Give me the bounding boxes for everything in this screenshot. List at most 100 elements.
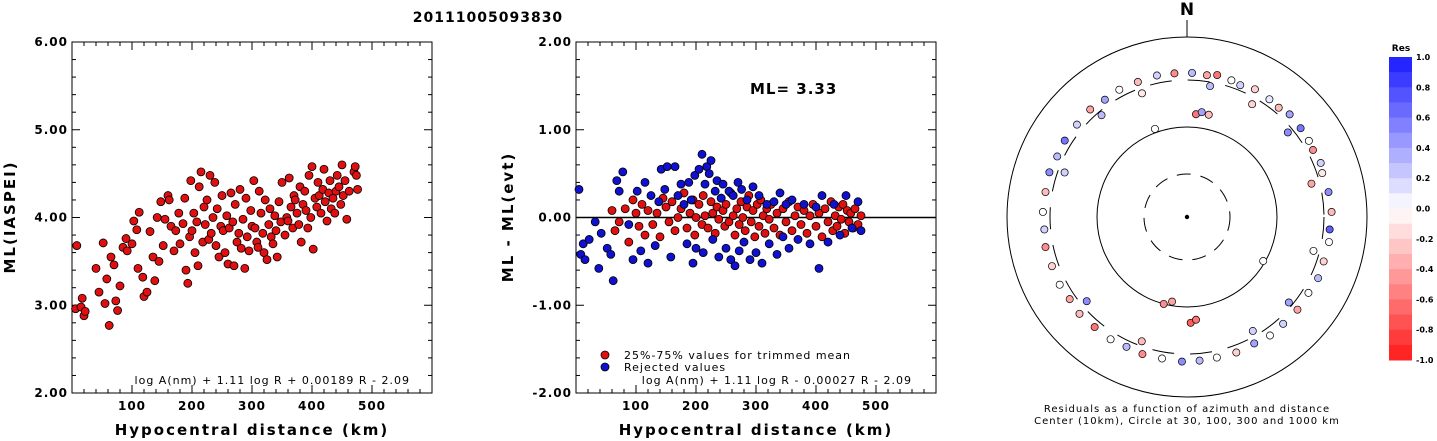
data-point <box>249 176 259 186</box>
data-point <box>732 204 742 214</box>
station-point <box>1138 89 1146 98</box>
data-point <box>636 246 646 256</box>
y-tick-label: 5.00 <box>34 123 68 137</box>
station-point <box>1279 319 1288 328</box>
data-point <box>164 195 174 205</box>
data-point <box>574 185 584 194</box>
data-point <box>704 169 714 179</box>
data-point <box>673 191 683 200</box>
station-point <box>1232 348 1241 357</box>
data-point <box>187 226 197 236</box>
data-point <box>640 177 650 187</box>
data-point <box>660 185 670 194</box>
data-point <box>811 202 821 212</box>
data-point <box>688 258 698 268</box>
data-point <box>253 242 263 252</box>
data-point <box>156 197 166 207</box>
data-point <box>820 204 830 214</box>
station-point <box>1048 262 1056 271</box>
data-point <box>134 207 144 217</box>
data-point <box>186 176 196 186</box>
data-point <box>158 241 168 250</box>
data-point <box>654 197 664 207</box>
data-point <box>258 228 268 238</box>
data-point <box>150 276 160 286</box>
colorbar-cell <box>1389 314 1412 331</box>
station-point <box>1065 295 1074 304</box>
x-tick-label: 300 <box>742 399 770 413</box>
data-point <box>620 204 630 214</box>
data-point <box>154 256 164 266</box>
data-point <box>217 191 227 200</box>
data-point <box>708 208 718 218</box>
data-point <box>703 223 713 233</box>
data-point <box>214 252 224 262</box>
data-point <box>192 217 202 227</box>
colorbar-cell <box>1389 72 1412 88</box>
data-point <box>847 223 857 233</box>
station-point <box>1197 108 1206 117</box>
x-tick-label: 100 <box>622 399 650 413</box>
station-point <box>1304 288 1313 297</box>
data-point <box>836 214 846 224</box>
x-tick-label: 500 <box>358 399 386 413</box>
station-point <box>1055 280 1064 289</box>
station-point <box>1152 71 1161 80</box>
data-point <box>721 199 731 209</box>
data-point <box>206 228 216 238</box>
data-point <box>303 223 313 233</box>
data-point <box>787 226 797 236</box>
data-point <box>640 230 650 240</box>
data-point <box>594 263 604 273</box>
station-point <box>1075 309 1084 318</box>
data-point <box>325 176 335 186</box>
data-point <box>320 197 330 207</box>
y-tick-label: 0.00 <box>538 211 572 225</box>
data-point <box>726 255 736 265</box>
data-point <box>129 216 139 226</box>
data-point <box>111 296 121 306</box>
data-point <box>169 246 179 256</box>
station-point <box>1309 246 1318 255</box>
data-point <box>271 226 281 236</box>
data-point <box>733 177 743 187</box>
data-point <box>132 225 142 235</box>
data-point <box>301 206 311 215</box>
data-point <box>661 202 671 212</box>
station-point <box>1319 257 1328 266</box>
data-point <box>737 185 746 194</box>
data-point <box>234 228 244 238</box>
data-point <box>823 217 833 227</box>
station-point <box>1325 225 1334 234</box>
data-point <box>196 167 206 177</box>
data-point <box>829 199 839 209</box>
data-point <box>200 220 210 229</box>
data-point <box>145 227 155 236</box>
data-point <box>238 214 248 224</box>
data-point <box>210 177 220 187</box>
data-point <box>667 197 677 207</box>
station-point <box>1106 335 1115 344</box>
data-point <box>691 243 701 253</box>
colorbar-tick-label: -0.8 <box>1416 326 1434 335</box>
x-tick-label: 200 <box>682 399 710 413</box>
x-tick-label: 500 <box>862 399 890 413</box>
colorbar-cell <box>1389 208 1412 225</box>
station-point <box>1192 315 1200 324</box>
station-point <box>1060 168 1069 177</box>
station-point <box>1045 168 1054 177</box>
y-tick-label: 1.00 <box>538 123 572 137</box>
station-point <box>1227 76 1236 85</box>
data-point <box>122 246 132 256</box>
station-point <box>1041 243 1050 252</box>
station-point <box>1324 188 1333 196</box>
station-point <box>1285 110 1294 119</box>
data-point <box>91 263 101 273</box>
data-point <box>236 243 246 253</box>
data-point <box>332 170 342 180</box>
data-point <box>180 193 190 203</box>
data-point <box>628 195 638 205</box>
y-tick-label: -1.00 <box>532 298 572 312</box>
data-point <box>229 261 239 271</box>
station-point <box>1307 179 1316 188</box>
